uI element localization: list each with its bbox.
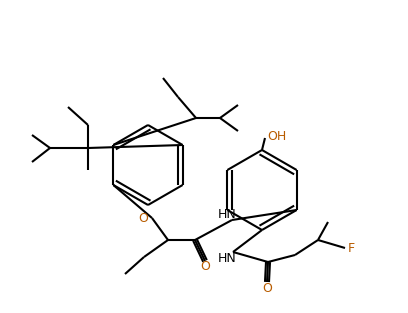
Text: HN: HN xyxy=(217,208,236,222)
Text: O: O xyxy=(200,260,210,274)
Text: O: O xyxy=(138,212,148,224)
Text: F: F xyxy=(348,242,355,254)
Text: O: O xyxy=(262,281,272,295)
Text: HN: HN xyxy=(217,252,236,264)
Text: OH: OH xyxy=(267,130,287,142)
